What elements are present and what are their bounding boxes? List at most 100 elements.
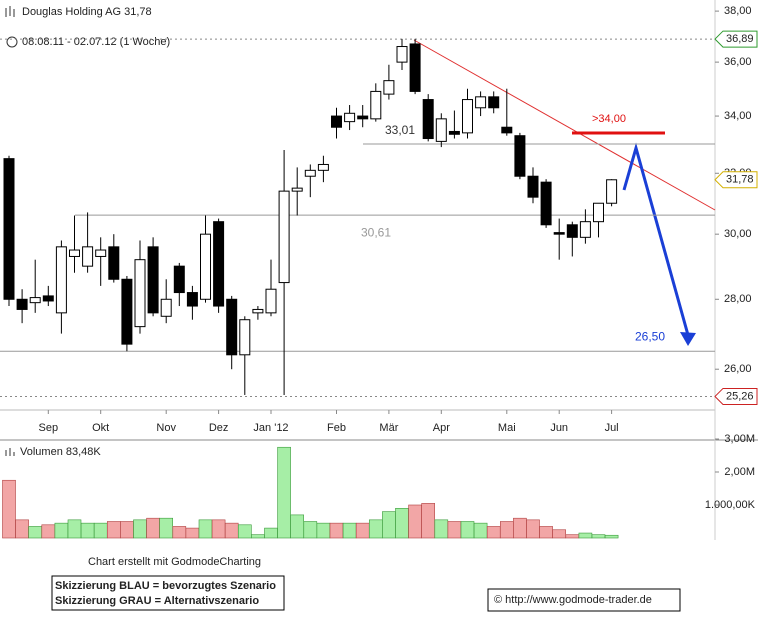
chart-subtitle: 08.08.11 - 02.07.12 (1 Woche): [22, 36, 170, 48]
credit: Chart erstellt mit GodmodeCharting: [88, 556, 261, 568]
candle-body: [514, 135, 526, 177]
volume-icon: [5, 448, 15, 456]
volume-bar: [172, 526, 187, 539]
volume-bar: [408, 504, 422, 539]
price-tag: [714, 387, 758, 405]
candle-body: [95, 249, 107, 257]
candle-body: [239, 319, 251, 356]
scenario-arrow: [622, 142, 690, 336]
candle-body: [213, 221, 225, 307]
x-tick-label: Dez: [209, 422, 229, 434]
legend-line: Skizzierung GRAU = Alternativszenario: [55, 595, 259, 607]
volume-bar: [473, 522, 488, 539]
clock-icon: [6, 36, 18, 48]
volume-bar: [80, 522, 95, 539]
candle-body: [593, 202, 604, 223]
candle-body: [553, 232, 565, 235]
price-tag: [714, 171, 758, 189]
volume-bar: [133, 519, 147, 539]
volume-bar: [539, 526, 553, 539]
volume-bar: [146, 517, 160, 539]
volume-bar: [460, 521, 475, 539]
x-tick-label: Jul: [605, 422, 619, 434]
level-label: 33,01: [385, 123, 415, 137]
candle-body: [82, 246, 94, 267]
candle-body: [435, 118, 447, 142]
volume-bar: [421, 503, 436, 539]
volume-bar: [303, 521, 318, 539]
level-label: 30,61: [361, 225, 391, 239]
legend-line: Skizzierung BLAU = bevorzugtes Szenario: [55, 580, 276, 592]
y-tick-label: 34,00: [724, 110, 752, 122]
volume-bar: [54, 522, 69, 539]
candle-body: [160, 298, 172, 317]
candle-body: [383, 80, 395, 95]
volume-bar: [486, 526, 501, 539]
candle-body: [370, 90, 382, 120]
y-tick-label: 26,00: [724, 363, 752, 375]
candle-body: [579, 221, 591, 238]
price-tag-label: 31,78: [726, 174, 754, 186]
volume-bar: [264, 527, 278, 539]
level-label: 26,50: [635, 329, 665, 343]
volume-bar: [185, 527, 200, 539]
volume-bar: [368, 519, 383, 539]
candle-body: [396, 46, 408, 63]
legend-box: [51, 575, 285, 611]
price-tag-label: 36,89: [726, 33, 754, 45]
candle-body: [540, 181, 552, 226]
x-tick-label: Okt: [92, 422, 109, 434]
candle-body: [16, 298, 28, 310]
volume-bar: [28, 526, 43, 539]
x-tick-label: Feb: [327, 422, 346, 434]
y-tick-label: 36,00: [724, 56, 752, 68]
candle-body: [448, 130, 460, 135]
candle-body: [121, 278, 133, 345]
volume-bar: [434, 519, 449, 539]
volume-label: Volumen 83,48K: [20, 446, 101, 458]
volume-bar: [578, 532, 593, 539]
x-tick-label: Nov: [156, 422, 176, 434]
candle-body: [488, 96, 500, 109]
copyright: © http://www.godmode-trader.de: [494, 594, 652, 606]
volume-bar: [604, 534, 619, 539]
arrow-head: [680, 332, 696, 346]
volume-bar: [120, 521, 134, 539]
candle-body: [147, 246, 159, 314]
volume-bar: [329, 522, 344, 539]
volume-bar: [67, 519, 82, 539]
volume-bar: [552, 529, 567, 539]
candle-body: [226, 298, 238, 356]
price-tag: [714, 30, 758, 48]
candle-body: [606, 179, 618, 204]
candle-body: [186, 292, 198, 307]
x-tick-label: Mär: [379, 422, 398, 434]
candle-body: [409, 43, 421, 92]
x-tick-label: Sep: [39, 422, 59, 434]
candle-body: [265, 288, 277, 314]
candle-body: [291, 187, 303, 192]
volume-bar: [526, 519, 540, 539]
x-tick-label: Jan '12: [253, 422, 288, 434]
volume-bar: [342, 522, 357, 539]
candle-body: [3, 158, 15, 300]
volume-bar: [15, 519, 29, 539]
volume-bar: [395, 507, 409, 539]
volume-bar: [499, 521, 514, 539]
volume-bar: [93, 522, 108, 539]
y-tick-label: 38,00: [724, 5, 752, 17]
volume-bar: [355, 522, 370, 539]
candle-body: [344, 112, 356, 123]
copyright-box: [487, 588, 681, 612]
volume-tick-label: 1.000,00K: [705, 499, 756, 511]
candle-body: [304, 169, 316, 177]
target-label: >34,00: [592, 113, 626, 125]
candle-body: [422, 99, 434, 140]
volume-bar: [2, 479, 16, 539]
price-tag-label: 25,26: [726, 390, 754, 402]
candle-body: [278, 190, 290, 284]
volume-bar: [565, 534, 580, 539]
candle-body: [134, 259, 146, 328]
volume-tick-label: 2,00M: [724, 466, 755, 478]
